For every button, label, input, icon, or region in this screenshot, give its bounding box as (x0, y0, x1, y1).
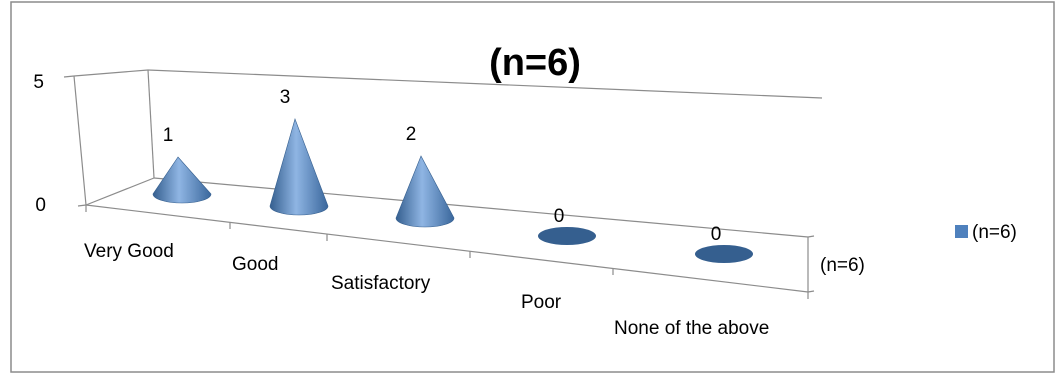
cone-mark (395, 155, 455, 228)
value-tick-0 (77, 204, 87, 207)
plot-walls (63, 69, 823, 293)
back-wall-top-left (73, 69, 149, 77)
data-label: 2 (406, 124, 417, 145)
y-tick-label: 5 (33, 72, 44, 93)
depth-tick-front (807, 290, 815, 293)
category-ticks (85, 205, 809, 299)
back-wall-left (147, 69, 155, 179)
category-label: None of the above (614, 318, 769, 339)
category-label: Poor (521, 292, 562, 313)
data-label: 0 (554, 206, 565, 227)
category-label: Satisfactory (331, 273, 431, 294)
data-label: 3 (280, 87, 291, 108)
cone-mark (152, 156, 212, 204)
legend: (n=6) (955, 222, 1017, 243)
category-label: Very Good (84, 241, 174, 262)
floor-left-edge (85, 177, 155, 206)
depth-tick-back (807, 235, 815, 238)
value-axis-line (73, 75, 87, 206)
cone-base-mark (695, 245, 753, 263)
category-axis-line (85, 204, 809, 293)
legend-label: (n=6) (972, 222, 1017, 243)
back-wall-top (147, 69, 823, 99)
cone-mark (269, 118, 329, 216)
chart-title: (n=6) (489, 42, 581, 84)
depth-axis-label: (n=6) (820, 255, 865, 276)
floor-back-edge (153, 177, 809, 238)
series-marks: 1 3 2 0 0 (152, 87, 753, 263)
data-label: 0 (711, 224, 722, 245)
y-tick-label: 0 (35, 195, 46, 216)
value-tick-5 (63, 75, 75, 78)
legend-swatch (955, 225, 968, 238)
cone-base-mark (538, 227, 596, 245)
data-label: 1 (163, 125, 174, 146)
category-label: Good (232, 254, 278, 275)
